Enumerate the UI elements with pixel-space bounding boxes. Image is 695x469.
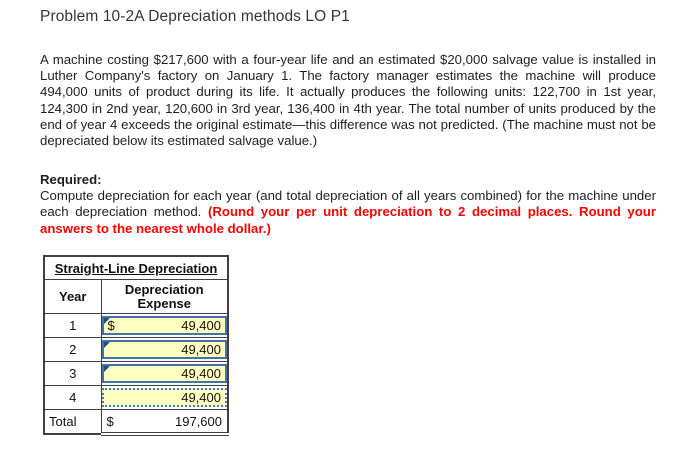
expense-input-year-4-selected[interactable]: 49,400	[101, 388, 227, 407]
currency-symbol: $	[107, 318, 115, 333]
table-row: 1 $ 49,400	[43, 313, 229, 338]
required-label: Required:	[40, 172, 102, 187]
currency-symbol: $	[106, 413, 114, 429]
depreciation-table: Straight-Line Depreciation Year Deprecia…	[43, 255, 229, 436]
required-instruction: Compute depreciation for each year (and …	[40, 188, 656, 220]
page-title: Problem 10-2A Depreciation methods LO P1	[40, 8, 350, 25]
expense-value: 49,400	[181, 318, 221, 333]
cell-flag-icon	[103, 366, 110, 372]
expense-value: 49,400	[181, 366, 221, 381]
expense-column-header: Depreciation Expense	[100, 279, 229, 314]
cell-flag-icon	[103, 342, 110, 348]
year-label-4: 4	[43, 385, 102, 410]
problem-description: A machine costing $217,600 with a four-y…	[40, 52, 656, 149]
table-total-row: Total $ 197,600	[43, 409, 229, 436]
year-column-header: Year	[43, 279, 102, 314]
total-expense-value: 197,600	[175, 413, 222, 429]
required-section: Required: Compute depreciation for each …	[40, 172, 656, 237]
total-label: Total	[43, 409, 102, 435]
year-label-2: 2	[43, 337, 102, 362]
cell-flag-icon	[103, 318, 110, 324]
expense-input-year-3[interactable]: 49,400	[101, 364, 227, 383]
worksheet-title: Straight-Line Depreciation	[43, 255, 229, 280]
expense-value: 49,400	[181, 390, 221, 405]
expense-value: 49,400	[181, 342, 221, 357]
total-expense-cell: $ 197,600	[102, 412, 228, 431]
expense-input-year-1[interactable]: $ 49,400	[101, 316, 227, 335]
required-rounding-note: (Round your per unit depreciation to 2 d…	[40, 204, 656, 236]
year-label-1: 1	[43, 313, 102, 338]
table-row: 2 49,400	[43, 337, 229, 362]
table-row: 3 49,400	[43, 361, 229, 386]
year-label-3: 3	[43, 361, 102, 386]
straight-line-worksheet: Straight-Line Depreciation Year Deprecia…	[43, 255, 229, 436]
table-row: 4 49,400	[43, 385, 229, 410]
expense-input-year-2[interactable]: 49,400	[101, 340, 227, 359]
